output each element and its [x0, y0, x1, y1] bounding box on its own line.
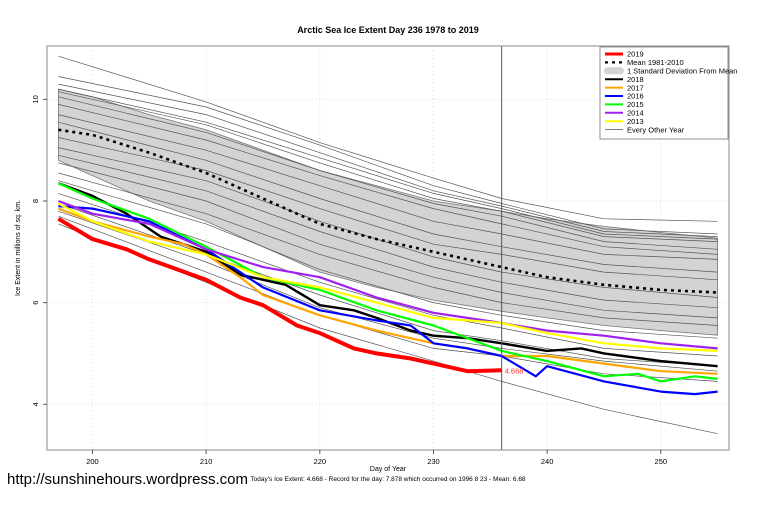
other-year-line: [58, 162, 718, 319]
mean-line: [58, 128, 718, 294]
source-url[interactable]: http://sunshinehours.wordpress.com: [7, 471, 248, 488]
other-year-line: [58, 91, 718, 242]
x-tick-label: 230: [427, 457, 440, 466]
legend-label: 2013: [627, 117, 644, 126]
y-tick-label: 4: [31, 402, 40, 406]
series-line-2015: [57, 182, 718, 383]
y-axis-label: Ice Extent in millions of sq. km.: [15, 200, 22, 296]
series-line-2013: [57, 202, 718, 352]
other-year-line: [58, 76, 718, 235]
x-tick-label: 240: [541, 457, 554, 466]
other-year-line: [58, 104, 718, 255]
other-year-line: [58, 172, 718, 326]
other-year-line: [58, 154, 718, 309]
plot-frame: [46, 45, 730, 451]
other-year-line: [58, 210, 718, 372]
y-tick-label: 6: [31, 301, 40, 305]
chart-title: Arctic Sea Ice Extent Day 236 1978 to 20…: [297, 25, 479, 35]
legend-label: 2015: [627, 100, 644, 109]
other-year-line: [58, 55, 718, 222]
legend-label: Mean 1981-2010: [627, 58, 684, 67]
x-tick-label: 220: [314, 457, 327, 466]
x-tick-label: 210: [200, 457, 213, 466]
other-year-line: [58, 223, 718, 435]
highlighted-series: [57, 182, 718, 396]
y-tick-label: 10: [31, 95, 40, 103]
other-year-line: [58, 83, 718, 237]
series-line-2018: [57, 182, 718, 368]
legend-swatch: [604, 67, 624, 75]
y-tick-label: 8: [31, 199, 40, 203]
legend-label: 1 Standard Deviation From Mean: [627, 67, 737, 76]
series-line-2014: [58, 199, 718, 350]
x-tick-label: 200: [86, 457, 99, 466]
other-year-line: [58, 114, 718, 260]
y-axis: 4 6 8 10: [31, 95, 47, 406]
x-tick-label: 250: [655, 457, 668, 466]
x-axis: 200 210 220 230 240 250: [86, 450, 667, 466]
series-line-2019: [57, 217, 502, 374]
std-deviation-band: [58, 88, 718, 336]
legend-label: 2018: [627, 75, 644, 84]
other-year-line: [58, 147, 718, 298]
x-axis-label: Day of Year: [370, 466, 407, 473]
current-value-label: 4.668: [505, 366, 524, 375]
legend-label: 2019: [627, 50, 644, 59]
mean-1981-2010-line: [58, 128, 718, 294]
other-year-line: [58, 121, 718, 273]
other-year-line: [58, 215, 718, 382]
std-band-area: [58, 88, 718, 336]
legend-label: 2017: [627, 83, 644, 92]
footer-summary: Today's Ice Extent: 4.668 - Record for t…: [250, 476, 526, 483]
series-line-2017: [58, 207, 718, 375]
legend-label: Every Other Year: [627, 125, 685, 134]
other-year-line: [58, 193, 718, 357]
other-year-line: [58, 180, 718, 339]
other-years-lines: [58, 55, 718, 435]
legend-label: 2016: [627, 92, 644, 101]
other-year-line: [58, 96, 718, 250]
other-year-line: [58, 88, 718, 240]
other-year-line: [58, 137, 718, 281]
legend-label: 2014: [627, 109, 644, 118]
